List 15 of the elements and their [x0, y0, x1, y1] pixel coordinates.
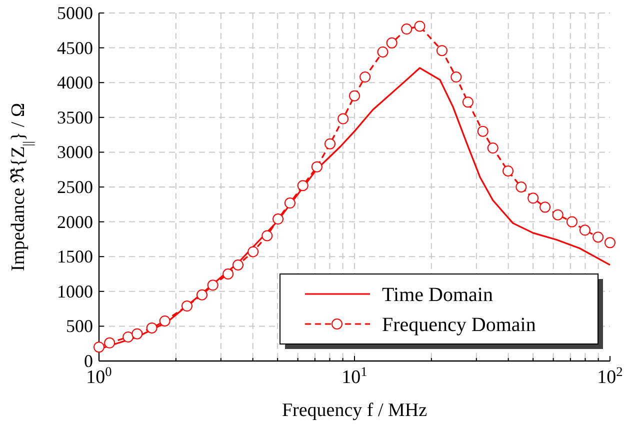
legend-label: Time Domain	[382, 284, 493, 306]
y-tick-label: 4500	[57, 38, 93, 58]
y-tick-label: 2500	[57, 177, 93, 197]
y-tick-label: 1500	[57, 246, 93, 267]
x-tick-label: 10$^{2}$	[597, 364, 623, 388]
y-tick-label: 1000	[57, 281, 93, 302]
x-tick-label: 10$^{1}$	[342, 364, 368, 388]
y-tick-label: 5000	[57, 3, 93, 23]
y-tick-label: 4000	[57, 72, 93, 93]
y-tick-label: 3500	[57, 107, 93, 128]
y-tick-label: 2000	[57, 212, 93, 232]
x-axis-title: Frequency f / MHz	[282, 400, 428, 421]
legend-label: Frequency Domain	[382, 314, 536, 336]
y-tick-label: 500	[66, 316, 93, 336]
y-tick-label: 3000	[57, 142, 93, 162]
